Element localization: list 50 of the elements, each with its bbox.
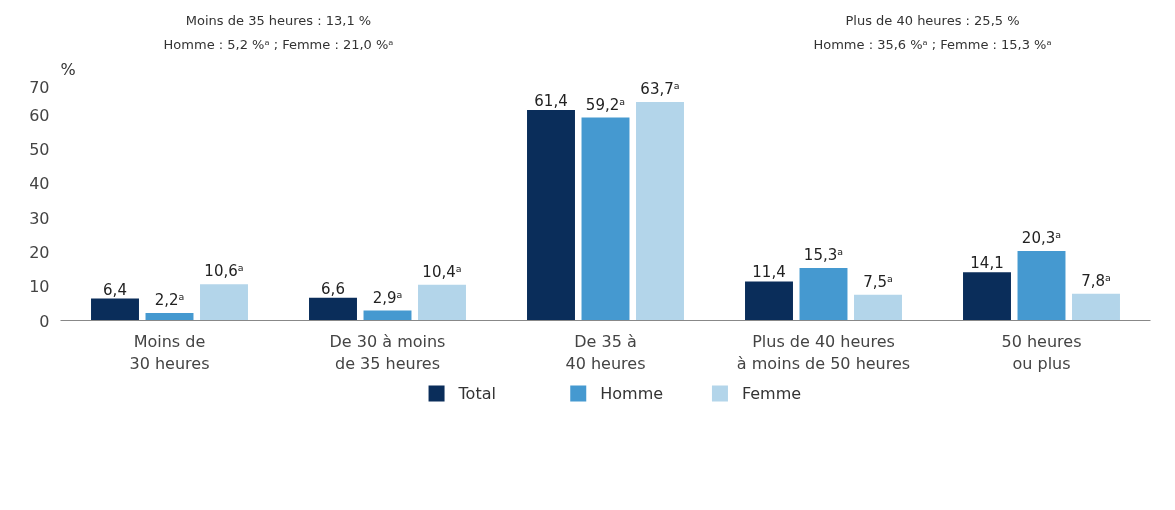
text: Homme : 35,6 %ᵃ ; Femme : 15,3 %ᵃ	[813, 37, 1052, 52]
y-tick-label: 70	[29, 77, 50, 97]
y-axis-title: %	[60, 59, 76, 79]
data-label: 61,4	[534, 91, 568, 110]
data-label: 14,1	[970, 254, 1004, 273]
bar	[745, 281, 793, 321]
bar	[418, 284, 466, 321]
data-label: 6,6	[321, 279, 345, 298]
text: Moins de 35 heures : 13,1 %	[185, 13, 372, 28]
data-label: 2,9ᵃ	[372, 288, 403, 307]
bar	[309, 297, 357, 321]
text: Homme : 5,2 %ᵃ ; Femme : 21,0 %ᵃ	[163, 37, 394, 52]
bar	[854, 294, 902, 321]
x-tick-label: 50 heures ou plus	[1001, 331, 1082, 374]
y-tick-label: 10	[29, 277, 50, 297]
bar	[636, 102, 684, 321]
y-tick-label: 60	[29, 105, 50, 125]
x-tick-label: Plus de 40 heures à moins de 50 heures	[736, 331, 911, 374]
bar	[91, 298, 139, 321]
y-tick-label: 30	[29, 208, 50, 228]
legend-label: Femme	[741, 384, 802, 403]
data-label: 15,3ᵃ	[803, 246, 844, 265]
data-label: 10,4ᵃ	[422, 262, 462, 281]
legend-label: Total	[457, 384, 496, 403]
x-tick-label: De 35 à 40 heures	[565, 331, 646, 374]
x-tick-label: De 30 à moins de 35 heures	[329, 331, 446, 374]
y-tick-label: 40	[29, 174, 50, 194]
bar	[963, 272, 1011, 321]
bar	[1017, 250, 1066, 321]
text: Plus de 40 heures : 25,5 %	[845, 13, 1020, 28]
data-label: 7,5ᵃ	[863, 272, 893, 291]
data-label: 59,2ᵃ	[585, 95, 626, 114]
bar	[527, 109, 575, 321]
data-label: 63,7ᵃ	[640, 80, 680, 99]
bar	[581, 117, 630, 321]
data-label: 7,8ᵃ	[1081, 271, 1111, 290]
y-tick-label: 20	[29, 242, 50, 262]
data-label: 11,4	[752, 263, 786, 282]
bar	[145, 312, 194, 321]
x-tick-label: Moins de 30 heures	[129, 331, 210, 374]
data-label: 2,2ᵃ	[154, 290, 185, 309]
bar	[200, 284, 248, 321]
data-label: 20,3ᵃ	[1021, 228, 1062, 247]
bar	[799, 268, 848, 321]
data-label: 10,6ᵃ	[204, 262, 244, 281]
y-tick-label: 50	[29, 140, 50, 160]
data-label: 6,4	[103, 280, 127, 299]
y-tick-label: 0	[39, 311, 50, 331]
bar	[1072, 293, 1120, 321]
legend-label: Homme	[600, 384, 664, 403]
